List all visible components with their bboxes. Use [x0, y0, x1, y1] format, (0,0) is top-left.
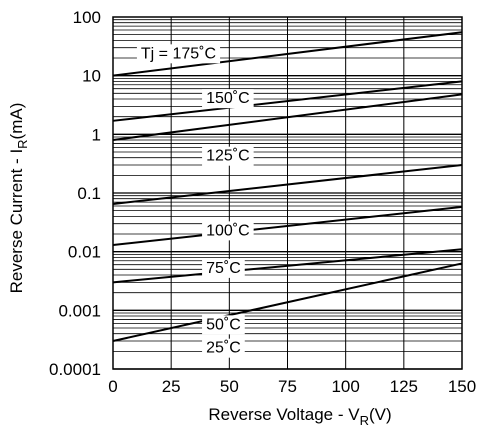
curve-label-3: 100˚C: [206, 222, 250, 239]
curve-label-background: [202, 338, 245, 358]
x-tick-label: 50: [220, 377, 239, 396]
series-line-6: [112, 262, 463, 342]
x-tick-label: 75: [278, 377, 297, 396]
series-line-0: [112, 31, 463, 77]
y-axis-title: Reverse Current - IR(mA): [7, 103, 30, 294]
y-tick-label: 0.01: [68, 243, 101, 262]
y-tick-labels: 0.0001 0.001 0.01 0.1 1 10 100: [49, 8, 101, 379]
curve-label-background: [202, 315, 245, 335]
curve-label-background: [202, 146, 254, 166]
curves: [112, 31, 463, 342]
curve-label-background: [202, 221, 254, 241]
series-line-4: [112, 205, 463, 246]
y-tick-label: 1: [92, 125, 101, 144]
x-tick-labels: 0 25 50 75 100 125 150: [108, 377, 476, 396]
x-tick-label: 0: [108, 377, 117, 396]
y-axis-title-subscript: R: [15, 139, 30, 148]
x-tick-label: 25: [162, 377, 181, 396]
x-axis-title-unit: (V): [369, 405, 392, 424]
curve-label-background: [202, 258, 245, 278]
y-axis-title-unit: (mA): [7, 103, 26, 140]
series-line-3: [112, 164, 463, 205]
y-tick-label: 100: [73, 8, 101, 27]
curve-label-5: 50˚C: [206, 316, 241, 333]
curve-label-2: 125˚C: [206, 148, 250, 165]
series-line-2: [112, 93, 463, 142]
y-axis-title-main: Reverse Current - I: [7, 149, 26, 294]
y-tick-label: 10: [82, 67, 101, 86]
series-line-1: [112, 80, 463, 122]
x-axis-title-subscript: R: [360, 413, 369, 428]
curve-label-4: 75˚C: [206, 260, 241, 277]
x-tick-label: 100: [331, 377, 359, 396]
x-axis-title-main: Reverse Voltage - V: [208, 405, 360, 424]
y-tick-label: 0.0001: [49, 360, 101, 379]
x-tick-label: 150: [448, 377, 476, 396]
curve-label-1: 150˚C: [206, 90, 250, 107]
curve-label-background: [202, 89, 254, 109]
plot-frame: [112, 16, 463, 370]
y-tick-label: 0.001: [58, 301, 101, 320]
curve-label-background: [136, 44, 221, 64]
y-tick-label: 0.1: [77, 184, 101, 203]
curve-labels: Tj = 175˚C 150˚C 125˚C 100˚C 75˚C 50˚C 25˚C: [136, 44, 254, 358]
curve-label-0: Tj = 175˚C: [141, 45, 216, 62]
curve-label-6: 25˚C: [206, 340, 241, 357]
x-tick-label: 125: [390, 377, 418, 396]
series-line-5: [112, 248, 463, 284]
x-axis-title: Reverse Voltage - VR(V): [208, 405, 391, 428]
